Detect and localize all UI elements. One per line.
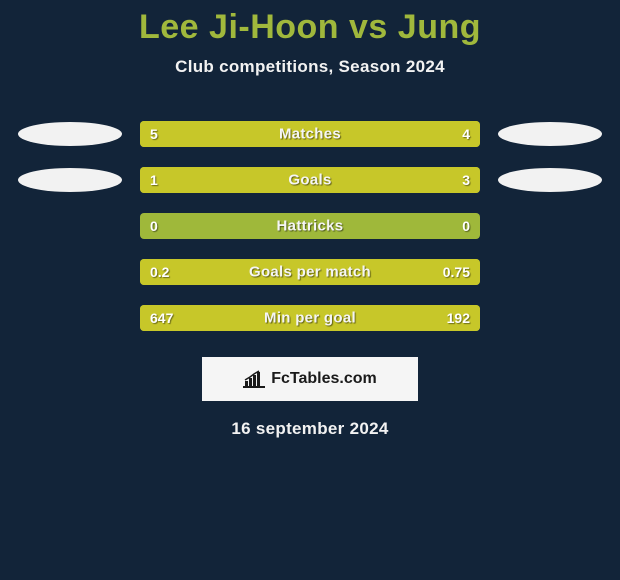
left-badge-slot — [0, 213, 140, 239]
stat-label: Goals per match — [249, 264, 371, 281]
stat-value-right: 0 — [462, 218, 470, 234]
stat-value-right: 4 — [462, 126, 470, 142]
stat-bar: 0 0 Hattricks — [140, 213, 480, 239]
stat-value-left: 5 — [150, 126, 158, 142]
stat-row: 0 0 Hattricks — [0, 213, 620, 239]
right-badge-slot — [480, 167, 620, 193]
stat-label: Min per goal — [264, 310, 356, 327]
right-badge-slot — [480, 259, 620, 285]
stat-label: Matches — [279, 126, 341, 143]
stats-list: 5 4 Matches 1 3 Goals 0 0 Hattricks 0.2 0.75 Goals … — [0, 121, 620, 331]
stat-value-right: 0.75 — [443, 264, 470, 280]
stat-value-left: 1 — [150, 172, 158, 188]
stat-bar: 5 4 Matches — [140, 121, 480, 147]
brand-text: FcTables.com — [271, 370, 377, 388]
left-badge — [18, 122, 122, 146]
page-subtitle: Club competitions, Season 2024 — [0, 57, 620, 77]
right-badge-slot — [480, 213, 620, 239]
right-badge — [498, 122, 602, 146]
stat-value-left: 0 — [150, 218, 158, 234]
stat-value-right: 3 — [462, 172, 470, 188]
stat-row: 5 4 Matches — [0, 121, 620, 147]
stat-bar: 1 3 Goals — [140, 167, 480, 193]
left-badge-slot — [0, 167, 140, 193]
right-badge — [498, 168, 602, 192]
bar-chart-icon — [243, 370, 265, 388]
stat-label: Goals — [288, 172, 331, 189]
stat-row: 0.2 0.75 Goals per match — [0, 259, 620, 285]
footer-date: 16 september 2024 — [0, 419, 620, 439]
left-badge-slot — [0, 259, 140, 285]
stat-value-left: 0.2 — [150, 264, 169, 280]
left-badge — [18, 168, 122, 192]
brand-footer: FcTables.com — [202, 357, 418, 401]
left-badge-slot — [0, 121, 140, 147]
right-badge-slot — [480, 121, 620, 147]
stat-value-left: 647 — [150, 310, 173, 326]
page-title: Lee Ji-Hoon vs Jung — [0, 0, 620, 47]
bar-right-fill — [225, 167, 480, 193]
right-badge-slot — [480, 305, 620, 331]
left-badge-slot — [0, 305, 140, 331]
stat-value-right: 192 — [447, 310, 470, 326]
stat-row: 1 3 Goals — [0, 167, 620, 193]
bar-right-fill — [329, 121, 480, 147]
stat-bar: 0.2 0.75 Goals per match — [140, 259, 480, 285]
stat-row: 647 192 Min per goal — [0, 305, 620, 331]
stat-bar: 647 192 Min per goal — [140, 305, 480, 331]
stat-label: Hattricks — [277, 218, 344, 235]
